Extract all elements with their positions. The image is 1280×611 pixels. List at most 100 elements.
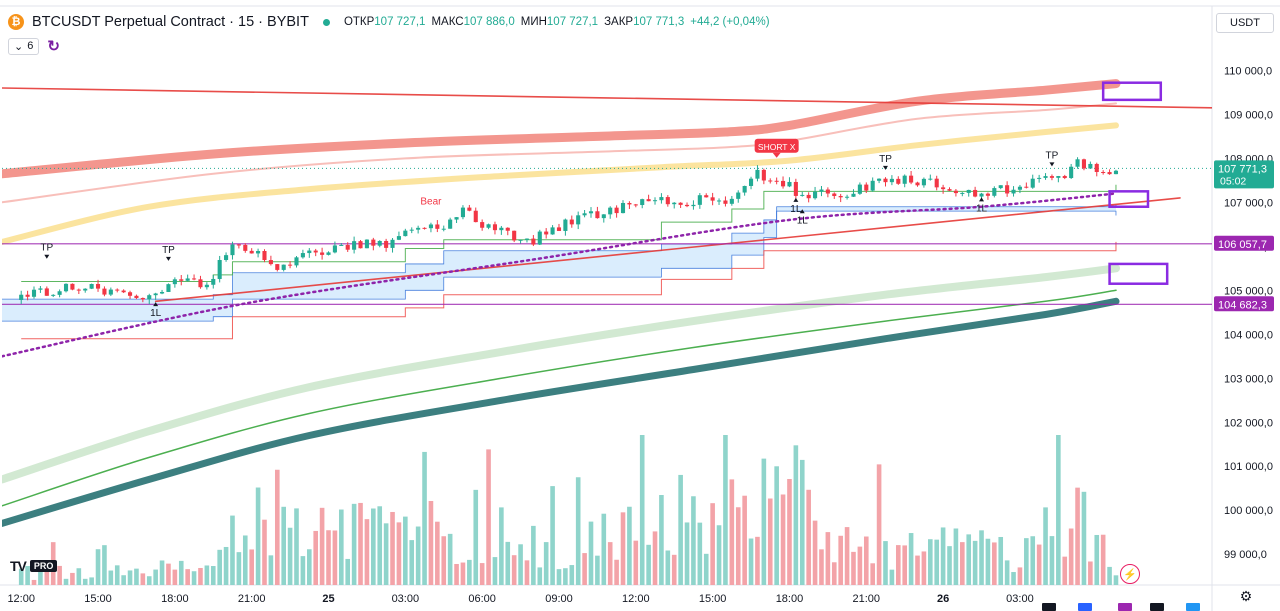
volume-bar bbox=[460, 562, 466, 585]
volume-bar bbox=[326, 530, 331, 585]
green-stop-line bbox=[21, 184, 1117, 283]
volume-bar bbox=[140, 573, 146, 585]
candle-body bbox=[492, 224, 498, 231]
volume-bar bbox=[351, 503, 357, 585]
volume-bar bbox=[569, 565, 575, 585]
bottom-toolbar-icon[interactable] bbox=[1118, 603, 1132, 611]
candle-body bbox=[941, 187, 946, 190]
candle-body bbox=[127, 292, 133, 296]
volume-bar bbox=[934, 539, 940, 585]
volume-bar bbox=[883, 541, 888, 585]
candle-body bbox=[121, 290, 126, 293]
volume-bar bbox=[537, 567, 543, 585]
bottom-toolbar-icon[interactable] bbox=[1186, 603, 1200, 611]
ohlc-open: ОТКР107 727,1 bbox=[343, 16, 426, 28]
volume-bar bbox=[339, 509, 344, 585]
long-marker bbox=[793, 197, 799, 202]
volume-bar bbox=[639, 435, 645, 585]
volume-bar bbox=[1024, 538, 1029, 585]
tp-label: TP bbox=[879, 154, 892, 165]
candle-body bbox=[396, 236, 401, 240]
volume-bar bbox=[992, 542, 997, 585]
candle-body bbox=[1043, 176, 1048, 178]
volume-bar bbox=[729, 479, 735, 585]
candle-body bbox=[320, 252, 325, 255]
candle-body bbox=[153, 293, 158, 296]
symbol-title[interactable]: BTCUSDT Perpetual Contract · 15 · BYBIT bbox=[32, 14, 309, 30]
candle-body bbox=[1101, 172, 1106, 174]
candle-body bbox=[1017, 186, 1022, 190]
candle-body bbox=[134, 295, 139, 298]
candlesticks bbox=[19, 157, 1119, 305]
candle-body bbox=[313, 250, 318, 253]
volume-bar bbox=[684, 522, 690, 585]
volume-bar bbox=[121, 575, 126, 585]
long-marker bbox=[153, 302, 159, 307]
volume-bar bbox=[1088, 561, 1093, 585]
candle-body bbox=[1088, 163, 1093, 169]
volume-bar bbox=[492, 557, 498, 585]
volume-bar bbox=[114, 565, 120, 585]
long-marker bbox=[799, 209, 805, 214]
volume-bar bbox=[95, 549, 101, 585]
tp-marker bbox=[882, 165, 888, 170]
bolt-icon[interactable]: ⚡ bbox=[1120, 564, 1140, 584]
candle-body bbox=[63, 283, 69, 292]
volume-bar bbox=[255, 487, 261, 585]
candle-body bbox=[928, 178, 933, 180]
candle-body bbox=[1030, 178, 1035, 188]
volume-bar bbox=[543, 542, 549, 585]
gear-icon[interactable]: ⚙ bbox=[1239, 587, 1253, 604]
ema-green bbox=[2, 289, 1117, 507]
candle-body bbox=[787, 181, 792, 187]
volume-bar bbox=[671, 554, 677, 585]
candle-body bbox=[556, 227, 562, 231]
bottom-toolbar-icon[interactable] bbox=[1150, 603, 1164, 611]
candle-body bbox=[736, 192, 741, 199]
long-label: 1L bbox=[150, 308, 162, 319]
volume-bar bbox=[217, 549, 222, 585]
candle-body bbox=[614, 207, 619, 214]
volume-bar bbox=[435, 521, 440, 585]
volume-bar bbox=[300, 556, 306, 585]
price-tick-label: 107 000,0 bbox=[1224, 197, 1273, 209]
volume-bar bbox=[947, 546, 952, 585]
volume-bar bbox=[447, 533, 453, 585]
candle-body bbox=[588, 211, 594, 214]
candle-body bbox=[768, 180, 773, 182]
volume-bar bbox=[371, 508, 376, 585]
volume-bar bbox=[281, 506, 286, 585]
volume-histogram bbox=[18, 435, 1119, 585]
candle-body bbox=[620, 202, 626, 214]
volume-bar bbox=[921, 551, 927, 585]
volume-bar bbox=[774, 466, 779, 585]
time-tick-label: 03:00 bbox=[392, 593, 420, 605]
volume-bar bbox=[646, 544, 651, 585]
price-tick-label: 105 000,0 bbox=[1224, 285, 1273, 297]
long-label: 1L bbox=[797, 215, 809, 226]
candle-body bbox=[345, 244, 350, 250]
indicators-toggle-button[interactable]: ⌄ 6 bbox=[8, 37, 40, 55]
candle-body bbox=[652, 200, 658, 202]
candle-body bbox=[198, 279, 203, 288]
ema-thin-salmon bbox=[2, 102, 1117, 204]
ema-pale-green bbox=[2, 264, 1120, 484]
candle-body bbox=[1024, 186, 1029, 188]
volume-bar bbox=[479, 563, 485, 585]
bottom-toolbar-icon[interactable] bbox=[1078, 603, 1092, 611]
price-tick-label: 100 000,0 bbox=[1224, 505, 1273, 517]
currency-selector[interactable]: USDT bbox=[1216, 13, 1274, 33]
refresh-icon[interactable]: ↻ bbox=[47, 38, 60, 55]
candle-body bbox=[966, 189, 971, 193]
bottom-toolbar-icon[interactable] bbox=[1042, 603, 1056, 611]
volume-bar bbox=[486, 449, 491, 585]
volume-bar bbox=[588, 521, 594, 585]
candle-body bbox=[422, 227, 427, 229]
volume-bar bbox=[678, 474, 683, 585]
candle-body bbox=[1094, 163, 1099, 173]
volume-bar bbox=[396, 522, 402, 585]
volume-bar bbox=[268, 555, 274, 585]
